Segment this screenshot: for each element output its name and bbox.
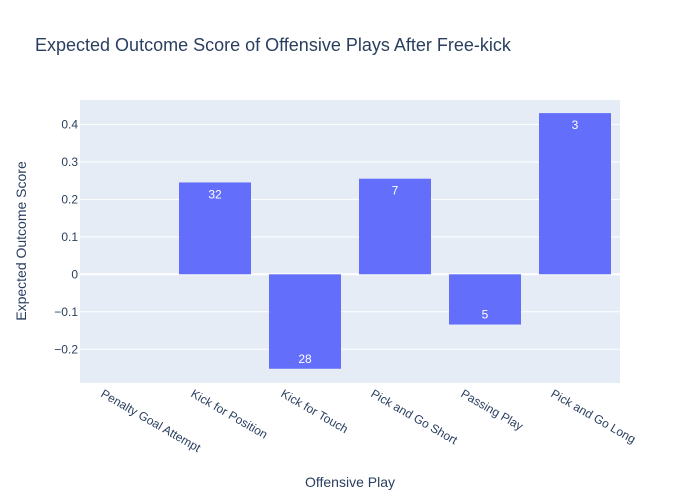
bar-labels: 32 28 7 5 3 (208, 118, 578, 366)
bar (539, 113, 611, 275)
x-tick-label: Pick and Go Long (549, 386, 639, 446)
x-tick-label: Kick for Touch (279, 386, 351, 436)
x-tick-label: Penalty Goal Attempt (99, 386, 204, 455)
y-tick-label: 0.1 (61, 230, 78, 244)
y-tick-label: 0 (71, 267, 78, 281)
y-tick-label: −0.1 (54, 305, 78, 319)
bar-value-label: 7 (392, 184, 399, 198)
y-tick-label: 0.4 (61, 117, 78, 131)
y-tick-label: 0.3 (61, 155, 78, 169)
chart-title: Expected Outcome Score of Offensive Play… (35, 35, 512, 55)
y-tick-label: 0.2 (61, 192, 78, 206)
bar-value-label: 3 (572, 118, 579, 132)
y-axis-ticks: −0.2 −0.1 0 0.1 0.2 0.3 0.4 (54, 117, 78, 356)
x-tick-label: Passing Play (459, 386, 526, 433)
gridlines (80, 123, 620, 350)
bar-value-label: 32 (208, 187, 222, 201)
x-tick-label: Kick for Position (189, 386, 271, 441)
bar (179, 182, 251, 275)
bar (269, 274, 341, 369)
y-axis-title: Expected Outcome Score (13, 161, 29, 321)
plot-area (80, 100, 620, 383)
x-axis-title: Offensive Play (305, 474, 395, 490)
bar-value-label: 28 (298, 352, 312, 366)
bar (449, 274, 521, 325)
x-tick-label: Pick and Go Short (369, 386, 461, 447)
bar-value-label: 5 (482, 308, 489, 322)
bars (179, 113, 611, 369)
y-tick-label: −0.2 (54, 342, 78, 356)
bar (359, 178, 431, 275)
